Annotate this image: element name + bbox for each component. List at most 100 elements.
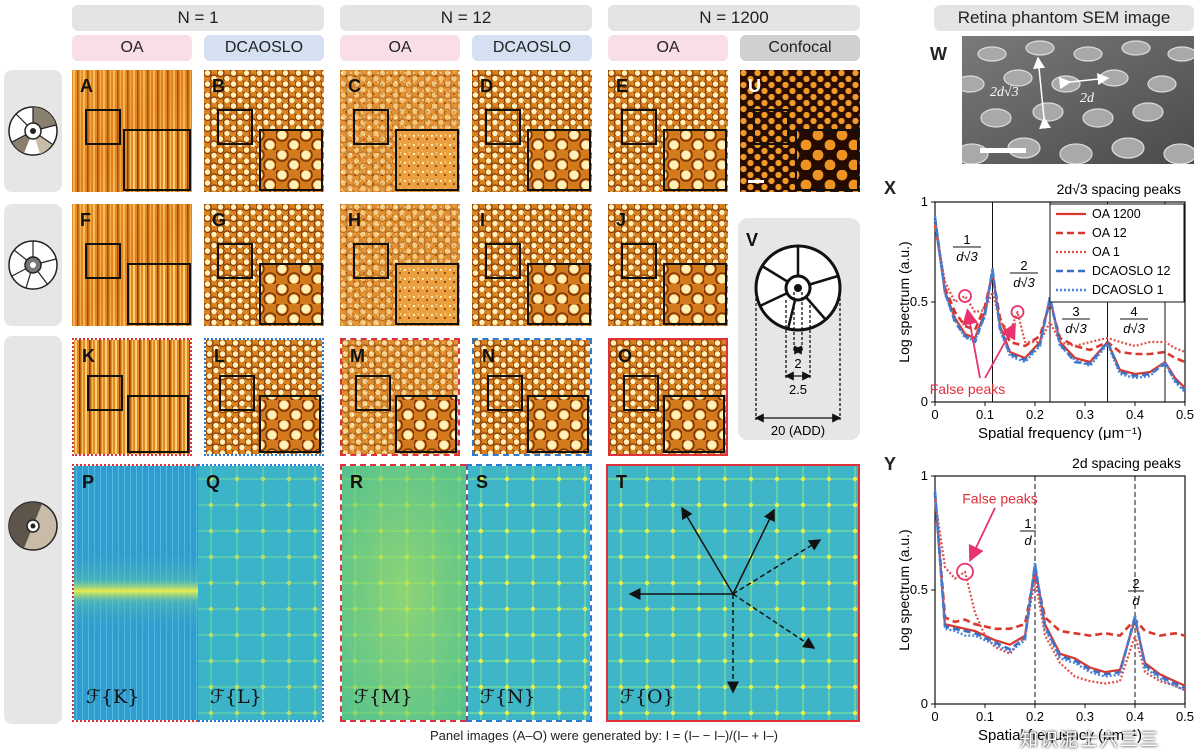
panel-k: K: [72, 338, 192, 456]
caption: Panel images (A–O) were generated by: I …: [430, 728, 778, 743]
chart-y-ann-num-0: 1: [1024, 516, 1031, 531]
fourier-label-s: ℱ{N}: [480, 686, 536, 708]
chart-y-xlabel: Spatial frequency (μm⁻¹): [978, 727, 1142, 744]
panel-b: B: [204, 70, 324, 192]
panel-label-r: R: [350, 472, 363, 492]
chart-y-ytick-label-0: 0: [921, 696, 928, 711]
header-n1: N = 1: [72, 5, 324, 31]
panel-n: N: [472, 338, 592, 456]
panel-label-l: L: [214, 346, 225, 366]
panel-e: E: [608, 70, 728, 192]
subheader-oa-12: OA: [340, 35, 460, 61]
panel-t: T ℱ{O}: [606, 464, 860, 722]
chart-x-ann-den-0: d√3: [956, 249, 978, 264]
chart-x-ann-num-2: 3: [1072, 304, 1079, 319]
pupil-mask-icon-1: [8, 106, 58, 156]
chart-y-false-peaks-label: False peaks: [962, 490, 1037, 506]
panel-l: L: [204, 338, 324, 456]
header-n12-text: N = 12: [440, 8, 492, 27]
chart-x-false-peaks-label: False peaks: [930, 381, 1005, 397]
chart-y-ann-num-1: 2: [1132, 576, 1139, 591]
panel-g: G: [204, 204, 324, 326]
subheader-dcaoslo-1: DCAOSLO: [204, 35, 324, 61]
chart-y-series-oa-12: [933, 494, 1186, 637]
chart-x-legend-label-2: OA 1: [1092, 245, 1120, 259]
panel-r: R ℱ{M}: [340, 464, 466, 722]
chart-x-legend-label-0: OA 1200: [1092, 207, 1141, 221]
panel-label-o: O: [618, 346, 633, 366]
chart-x-xlabel: Spatial frequency (μm⁻¹): [978, 425, 1142, 440]
fourier-label-q: ℱ{L}: [210, 686, 262, 708]
panel-label-m: M: [350, 346, 365, 366]
panel-v: 2 2.5 20 (ADD) V: [738, 218, 860, 440]
chart-y-false-peak-arrow: [968, 507, 996, 562]
chart-x-false-peak-circle-1: [958, 289, 972, 303]
panel-label-g: G: [212, 210, 227, 230]
panel-d: D: [472, 70, 592, 192]
chart-x-ann-num-0: 1: [963, 232, 970, 247]
panel-label-b: B: [212, 76, 225, 96]
chart-x: 0 0.1 0.2 0.3 0.4 0.5 0 0.5 1 Spatial frequency (…: [896, 181, 1194, 440]
chart-x-ann-den-1: d√3: [1013, 275, 1035, 290]
chart-y-ann-den-1: d: [1132, 593, 1140, 608]
detector-diagram: 2 2.5 20 (ADD): [754, 244, 842, 438]
chart-x-title: 2d√3 spacing peaks: [1057, 181, 1181, 197]
header-n12: N = 12: [340, 5, 592, 31]
chart-y-ytick-label-1: 0.5: [910, 582, 928, 597]
panel-y: Y 0 0.1 0.2 0.3 0.4 0.5 0 0.5 1 Spatial frequency…: [880, 448, 1200, 748]
chart-y-xtick-label-1: 0.1: [976, 709, 994, 724]
panel-o: O: [608, 338, 728, 456]
header-n1-text: N = 1: [177, 8, 219, 27]
panel-label-e: E: [616, 76, 629, 96]
panel-a: A: [72, 70, 192, 192]
subheader-confocal: Confocal: [740, 35, 860, 61]
panel-label-u: U: [748, 76, 761, 96]
row-label-2: [4, 204, 62, 326]
chart-x-ann-num-3: 4: [1130, 304, 1137, 319]
panel-i: I: [472, 204, 592, 326]
sem-image: 2d√3 2d: [962, 36, 1194, 164]
row-label-1: [4, 70, 62, 192]
panel-h: H: [340, 204, 460, 326]
panel-label-p: P: [82, 472, 95, 492]
chart-y-series-dcaoslo-12: [933, 491, 1186, 690]
chart-y-series-oa-1: [933, 498, 1186, 692]
panel-label-s: S: [476, 472, 489, 492]
panel-label-h: H: [348, 210, 361, 230]
chart-x-legend-label-3: DCAOSLO 12: [1092, 264, 1171, 278]
header-n1200-text: N = 1200: [699, 8, 769, 27]
row-label-3: [4, 336, 62, 724]
chart-x-ylabel: Log spectrum (a.u.): [896, 241, 912, 362]
pupil-mask-icon-2: [8, 240, 58, 290]
panel-label-a: A: [80, 76, 93, 96]
fourier-label-p: ℱ{K}: [86, 686, 140, 708]
sem-label-2d: 2d: [1080, 91, 1095, 106]
panel-j: J: [608, 204, 728, 326]
chart-x-ytick-label-2: 1: [921, 194, 928, 209]
chart-y: 0 0.1 0.2 0.3 0.4 0.5 0 0.5 1 Spatial frequency (…: [896, 455, 1194, 744]
chart-x-legend-label-1: OA 12: [1092, 226, 1127, 240]
panel-label-q: Q: [206, 472, 221, 492]
panel-p: P ℱ{K}: [72, 464, 198, 722]
chart-x-ann-num-1: 2: [1020, 258, 1027, 273]
chart-x-false-peak-circle-2: [1010, 305, 1025, 319]
chart-x-xtick-label-3: 0.3: [1076, 407, 1094, 422]
header-sem: Retina phantom SEM image: [934, 5, 1194, 31]
subheader-oa-1200: OA: [608, 35, 728, 61]
fourier-label-t: ℱ{O}: [620, 686, 675, 708]
chart-x-xtick-label-2: 0.2: [1026, 407, 1044, 422]
chart-x-series-dcaoslo-1: [933, 215, 1186, 393]
chart-y-ann-den-0: d: [1024, 533, 1032, 548]
chart-x-false-peak-arrow-1: [962, 308, 981, 379]
panel-label-i: I: [480, 210, 486, 230]
panel-s: S ℱ{N}: [466, 464, 592, 722]
chart-y-ytick-label-2: 1: [921, 468, 928, 483]
diagram-label-2-5: 2.5: [789, 382, 807, 397]
panel-label-j: J: [616, 210, 627, 230]
header-n1200: N = 1200: [608, 5, 860, 31]
chart-y-xtick-label-2: 0.2: [1026, 709, 1044, 724]
panel-label-w: W: [930, 44, 947, 64]
panel-m: M: [340, 338, 460, 456]
diagram-label-2: 2: [794, 356, 801, 371]
chart-x-legend-label-4: DCAOSLO 1: [1092, 283, 1164, 297]
